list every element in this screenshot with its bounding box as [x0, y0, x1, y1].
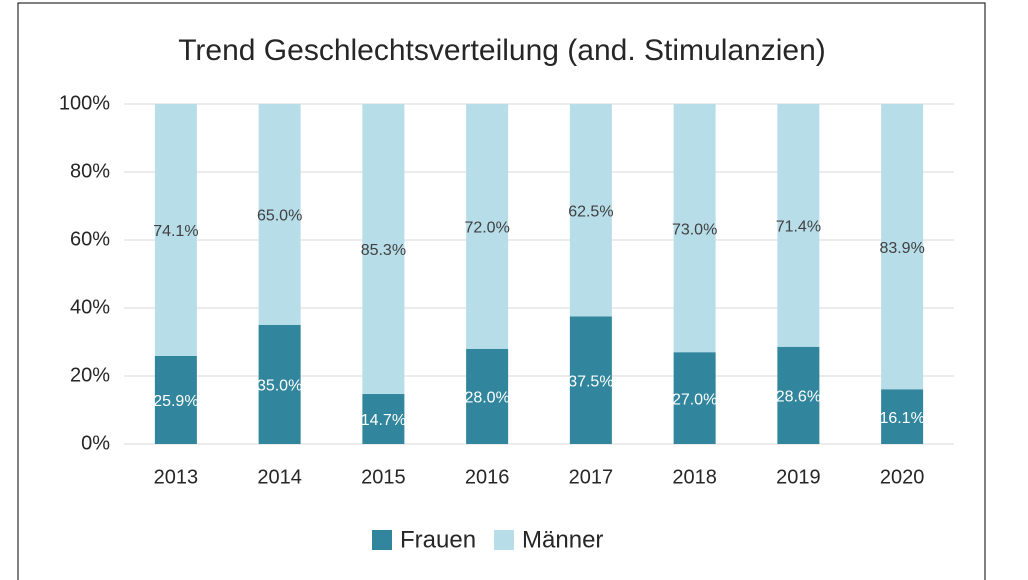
- x-tick-label: 2020: [880, 466, 925, 488]
- data-label: 16.1%: [879, 410, 924, 427]
- data-label: 73.0%: [672, 221, 717, 238]
- legend-label: Frauen: [400, 526, 476, 553]
- bar-segment: [569, 316, 612, 444]
- data-label: 83.9%: [879, 240, 924, 257]
- data-label: 14.7%: [361, 412, 406, 429]
- data-label: 28.0%: [464, 390, 509, 407]
- legend-swatch: [372, 530, 392, 550]
- data-label: 62.5%: [568, 203, 613, 220]
- data-label: 25.9%: [153, 393, 198, 410]
- x-tick-label: 2013: [154, 466, 199, 488]
- x-tick-label: 2019: [776, 466, 821, 488]
- data-label: 27.0%: [672, 391, 717, 408]
- y-tick-label: 40%: [70, 296, 110, 318]
- bar-segment: [362, 104, 405, 395]
- bar-segment: [673, 104, 716, 353]
- bar-segment: [258, 325, 301, 444]
- bar-segment: [466, 348, 509, 444]
- y-tick-label: 80%: [70, 160, 110, 182]
- x-tick-label: 2014: [257, 466, 302, 488]
- data-label: 72.0%: [464, 220, 509, 237]
- data-label: 37.5%: [568, 373, 613, 390]
- chart-title: Trend Geschlechtsverteilung (and. Stimul…: [178, 34, 826, 67]
- data-label: 35.0%: [257, 378, 302, 395]
- bar-segment: [154, 355, 197, 444]
- bar-segment: [881, 104, 924, 390]
- bar-segment: [466, 104, 509, 349]
- legend-swatch: [494, 530, 515, 550]
- legend-label: Männer: [522, 526, 603, 553]
- data-label: 28.6%: [776, 389, 821, 406]
- x-tick-label: 2015: [361, 466, 406, 488]
- bar-segment: [362, 394, 405, 444]
- data-label: 65.0%: [257, 208, 302, 225]
- data-label: 74.1%: [153, 223, 198, 240]
- y-tick-label: 0%: [81, 432, 110, 454]
- bar-segment: [881, 389, 924, 444]
- bar-segment: [777, 104, 820, 347]
- data-label: 85.3%: [361, 242, 406, 259]
- bar-segment: [154, 104, 197, 356]
- x-tick-label: 2018: [672, 466, 717, 488]
- bar-segment: [569, 104, 612, 317]
- bar-segment: [777, 346, 820, 444]
- y-tick-label: 60%: [70, 228, 110, 250]
- x-tick-label: 2017: [569, 466, 614, 488]
- bar-segment: [673, 352, 716, 444]
- y-tick-label: 20%: [70, 364, 110, 386]
- y-tick-label: 100%: [59, 92, 110, 114]
- bar-segment: [258, 104, 301, 325]
- x-tick-label: 2016: [465, 466, 510, 488]
- data-label: 71.4%: [776, 219, 821, 236]
